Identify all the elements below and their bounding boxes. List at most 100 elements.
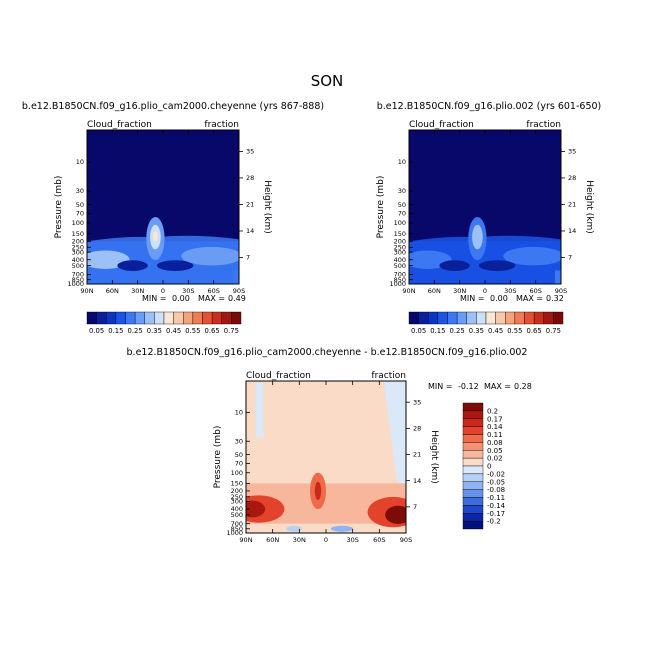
- dry-subtropic-north: [117, 260, 148, 272]
- y2-tick-label: 35: [246, 148, 254, 156]
- negative-strip-south: [383, 381, 406, 497]
- y2-axis-title: Height (km): [429, 430, 439, 484]
- colorbar-swatch: [505, 311, 516, 325]
- colorbar-label: -0.17: [487, 510, 505, 518]
- y-tick-label: 100: [231, 469, 243, 477]
- colorbar-swatch: [183, 311, 194, 325]
- x-tick-label: 30N: [293, 536, 306, 544]
- colorbar-label: 0.55: [185, 327, 200, 335]
- left-label: Cloud_fraction: [409, 120, 474, 130]
- colorbar-label: -0.14: [487, 502, 506, 510]
- colorbar-swatch: [462, 434, 484, 443]
- y-tick-label: 10: [398, 158, 406, 166]
- contour-field: [246, 381, 406, 533]
- y-tick-label: 30: [398, 187, 406, 195]
- colorbar-label: 0.45: [166, 327, 181, 335]
- stats-min-label: MIN =: [142, 294, 167, 303]
- contour-field: [409, 130, 561, 284]
- stats-max-value: 0.28: [514, 382, 532, 391]
- dry-subtropic-south: [478, 260, 516, 272]
- south-cloud-blob: [503, 246, 561, 266]
- x-tick-label: 30S: [182, 287, 194, 295]
- positive-south-core: [385, 505, 406, 524]
- colorbar-swatch: [221, 311, 232, 325]
- stats-min-label: MIN =: [460, 294, 485, 303]
- plots-layer: Cloud_fraction fraction b.e12.B1850CN.f09_…: [22, 101, 601, 544]
- colorbar-swatch: [154, 311, 165, 325]
- colorbar-swatch: [144, 311, 155, 325]
- colorbar-swatch: [462, 465, 484, 475]
- colorbar-label: 0.35: [147, 327, 162, 335]
- y-tick-label: 850: [231, 525, 243, 533]
- colorbar-label: 0.11: [487, 431, 503, 439]
- y-tick-label: 70: [398, 210, 406, 218]
- y2-tick-label: 21: [413, 451, 421, 459]
- y-tick-label: 500: [72, 262, 84, 270]
- stats-min-label: MIN =: [428, 382, 453, 391]
- colorbar-swatch: [408, 311, 419, 325]
- colorbar-swatch: [437, 311, 448, 325]
- colorbar-label: 0.15: [430, 327, 445, 335]
- y-tick-label: 30: [235, 437, 243, 445]
- y-tick-label: 1000: [226, 529, 243, 537]
- panel-title: b.e12.B1850CN.f09_g16.plio_cam2000.cheye…: [127, 347, 528, 358]
- colorbar-label: 0.05: [89, 327, 104, 335]
- y-tick-label: 150: [231, 480, 243, 488]
- y-tick-label: 400: [394, 256, 406, 264]
- y2-tick-label: 14: [246, 227, 254, 235]
- colorbar-label: 0.17: [487, 415, 503, 423]
- y-tick-label: 10: [76, 158, 84, 166]
- x-tick-label: 0: [483, 287, 487, 295]
- y-tick-label: 700: [394, 271, 406, 279]
- y-tick-label: 100: [394, 219, 406, 227]
- colorbar-label: 0.25: [450, 327, 465, 335]
- x-tick-label: 90S: [400, 536, 412, 544]
- colorbar-swatch: [134, 311, 145, 325]
- stats-max-label: MAX =: [198, 294, 225, 303]
- stats-max-label: MAX =: [516, 294, 543, 303]
- y-tick-label: 300: [394, 248, 406, 256]
- y-tick-label: 300: [231, 498, 243, 506]
- x-tick-label: 60S: [529, 287, 541, 295]
- panel-title: b.e12.B1850CN.f09_g16.plio.002 (yrs 601-…: [377, 101, 602, 112]
- x-tick-label: 90N: [402, 287, 415, 295]
- colorbar-swatch: [428, 311, 439, 325]
- y-axis-title: Pressure (mb): [54, 176, 64, 239]
- colorbar-swatch: [192, 311, 203, 325]
- y-tick-label: 70: [76, 210, 84, 218]
- colorbar-label: -0.2: [487, 518, 501, 526]
- y-axis-title: Pressure (mb): [213, 426, 223, 489]
- y2-tick-label: 21: [246, 201, 254, 209]
- dry-subtropic-north: [439, 260, 470, 272]
- tropical-tower-peak: [153, 230, 158, 242]
- stats-min-value: 0.00: [172, 294, 190, 303]
- tropical-tower-core: [472, 224, 483, 250]
- colorbar-swatch: [173, 311, 184, 325]
- y-tick-label: 200: [394, 238, 406, 246]
- colorbar-swatch: [231, 311, 242, 325]
- x-tick-label: 0: [161, 287, 165, 295]
- stats-max-label: MAX =: [484, 382, 511, 391]
- colorbar-label: 0: [487, 463, 491, 471]
- y-tick-label: 850: [394, 276, 406, 284]
- colorbar-swatch: [462, 497, 484, 506]
- panel-p1: Cloud_fraction fraction b.e12.B1850CN.f09_…: [22, 101, 324, 303]
- right-label: fraction: [371, 371, 406, 381]
- positive-north-core: [246, 500, 266, 518]
- x-tick-label: 30S: [346, 536, 358, 544]
- colorbar-swatch: [466, 311, 477, 325]
- colorbar-swatch: [211, 311, 222, 325]
- colorbar-swatch: [514, 311, 525, 325]
- x-tick-label: 60S: [207, 287, 219, 295]
- colorbar-swatch: [462, 473, 484, 482]
- left-label: Cloud_fraction: [246, 371, 311, 381]
- colorbar-label: 0.02: [487, 455, 503, 463]
- colorbar-label: -0.08: [487, 486, 505, 494]
- x-tick-label: 90N: [239, 536, 252, 544]
- colorbar-swatch: [163, 311, 174, 325]
- x-tick-label: 0: [324, 536, 328, 544]
- y-tick-label: 250: [72, 243, 84, 251]
- colorbar-swatch: [106, 311, 117, 325]
- colorbar-swatch: [462, 489, 484, 498]
